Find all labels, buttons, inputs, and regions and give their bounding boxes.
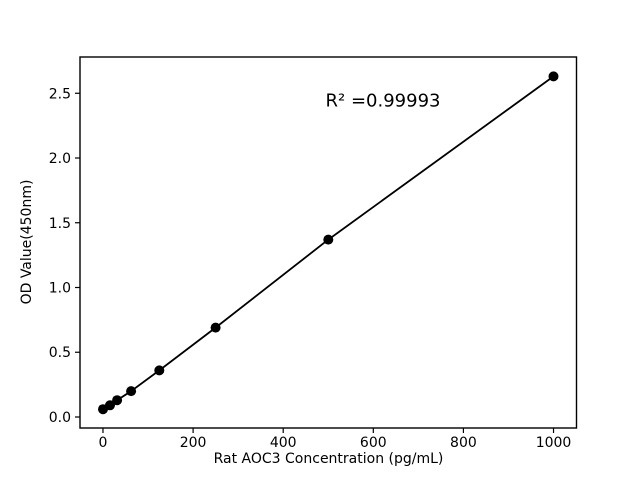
r-squared-annotation: R² =0.99993	[325, 90, 441, 112]
data-point	[210, 322, 221, 333]
x-tick-label: 800	[450, 435, 477, 451]
x-tick-label: 400	[270, 435, 297, 451]
x-tick-label: 0	[99, 435, 108, 451]
y-tick-label: 0.5	[49, 345, 71, 361]
data-point	[323, 234, 334, 245]
y-tick-label: 1.5	[49, 216, 71, 232]
data-point	[126, 386, 137, 397]
x-axis-label: Rat AOC3 Concentration (pg/mL)	[213, 451, 444, 467]
data-point	[105, 400, 115, 411]
axes-frame	[79, 56, 578, 429]
x-tick-label: 600	[360, 435, 387, 451]
y-tick-label: 0.0	[49, 410, 71, 426]
data-point	[154, 365, 165, 376]
x-tick-label: 1000	[536, 435, 572, 451]
y-tick-label: 2.5	[49, 86, 71, 102]
y-axis-label: OD Value(450nm)	[19, 179, 35, 305]
x-tick-label: 200	[180, 435, 207, 451]
data-point	[112, 395, 123, 406]
y-tick-label: 2.0	[49, 151, 71, 167]
data-point	[548, 71, 559, 82]
y-tick-label: 1.0	[49, 280, 71, 296]
